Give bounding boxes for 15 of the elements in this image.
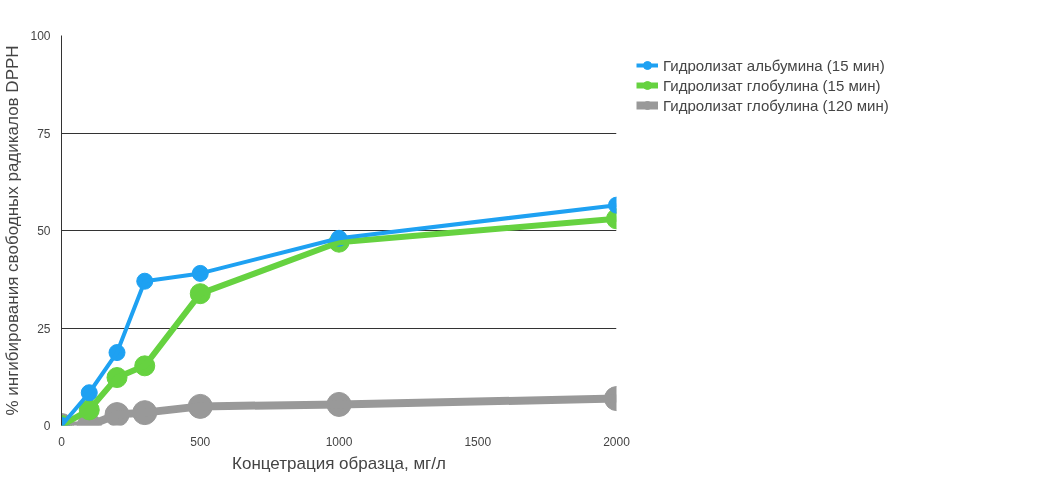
y-tick-label: 50 bbox=[37, 224, 51, 238]
x-axis-title: Концетрация образца, мг/л bbox=[232, 453, 446, 473]
x-tick-label: 1000 bbox=[325, 434, 353, 449]
y-tick-label: 0 bbox=[43, 419, 51, 433]
legend-label: Гидролизат глобулина (120 мин) bbox=[663, 96, 889, 114]
y-tick-label: 100 bbox=[30, 29, 51, 43]
y-tick-label: 75 bbox=[37, 126, 51, 141]
x-tick-label: 1500 bbox=[464, 434, 492, 449]
x-tick-label: 500 bbox=[190, 434, 211, 449]
x-tick-label: 2000 bbox=[603, 434, 631, 449]
y-tick-label: 25 bbox=[37, 321, 51, 336]
y-axis-title: % ингибирования свободных радикалов DPPH bbox=[3, 45, 23, 416]
x-tick-label: 0 bbox=[58, 434, 66, 449]
legend-label: Гидролизат альбумина (15 мин) bbox=[663, 56, 885, 74]
legend-label: Гидролизат глобулина (15 мин) bbox=[663, 76, 881, 94]
